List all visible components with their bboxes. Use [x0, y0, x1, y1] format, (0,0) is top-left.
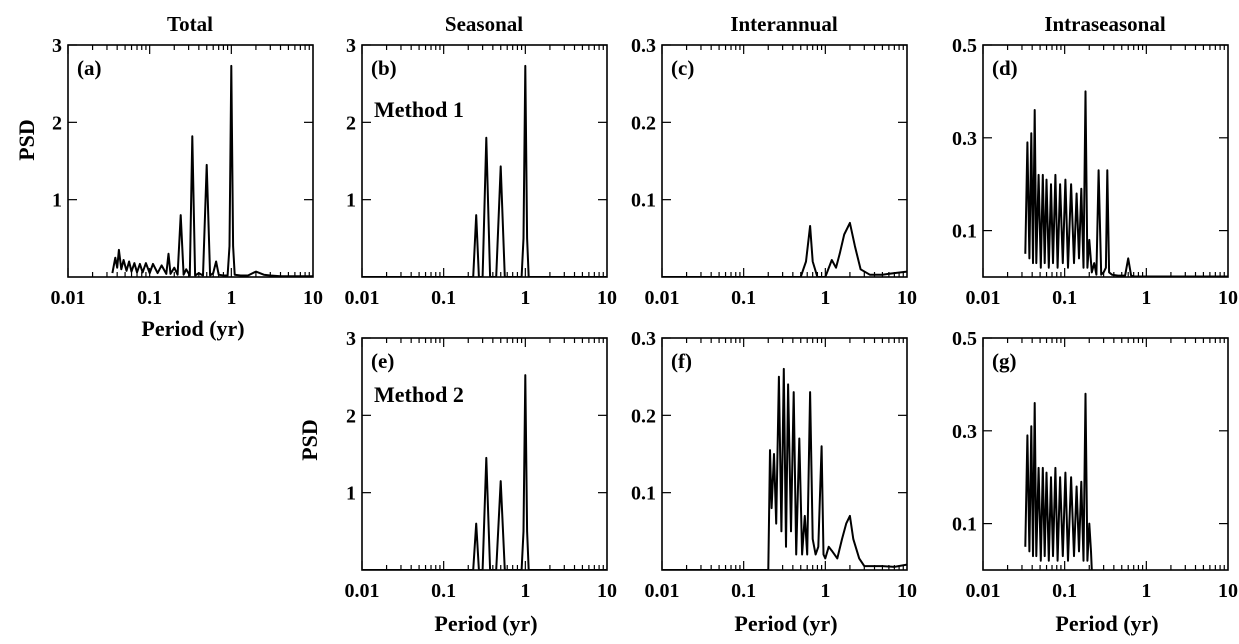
y-tick-label-d: 0.1: [952, 221, 977, 243]
y-tick-label-d: 0.3: [952, 128, 977, 150]
x-tick-label-g: 1: [1141, 580, 1151, 602]
method-label-2: Method 2: [374, 382, 464, 407]
y-tick-label-f: 0.1: [631, 483, 656, 505]
x-tick-label-c: 0.01: [645, 287, 680, 309]
y-tick-label-e: 3: [346, 328, 356, 350]
y-tick-label-a: 3: [52, 35, 62, 57]
psd-series-line-e: [362, 374, 607, 570]
x-tick-label-d: 10: [1218, 287, 1238, 309]
panel-letter-e: (e): [371, 349, 394, 373]
psd-series-line-f: [662, 367, 907, 570]
y-tick-label-c: 0.1: [631, 190, 656, 212]
y-tick-label-f: 0.3: [631, 328, 656, 350]
x-axis-label-f: Period (yr): [734, 611, 837, 636]
method-label-1: Method 1: [374, 97, 464, 122]
column-title-interannual: Interannual: [730, 12, 838, 36]
x-tick-label-g: 0.1: [1052, 580, 1077, 602]
y-axis-label-row1: PSD: [14, 119, 39, 161]
y-tick-label-f: 0.2: [631, 405, 656, 427]
y-tick-label-e: 1: [346, 483, 356, 505]
panel-letter-b: (b): [371, 56, 397, 80]
x-tick-label-f: 0.01: [645, 580, 680, 602]
x-tick-label-d: 1: [1141, 287, 1151, 309]
y-tick-label-c: 0.3: [631, 35, 656, 57]
y-tick-label-e: 2: [346, 405, 356, 427]
x-axis-label-e: Period (yr): [434, 611, 537, 636]
column-title-seasonal: Seasonal: [445, 12, 523, 36]
panel-letter-f: (f): [671, 349, 692, 373]
panel-frame-b: [361, 44, 608, 278]
x-tick-label-a: 1: [226, 287, 236, 309]
y-tick-label-a: 1: [52, 190, 62, 212]
psd-series-line-c: [662, 221, 907, 277]
column-title-total: Total: [167, 12, 213, 36]
x-tick-label-e: 1: [520, 580, 530, 602]
x-tick-label-b: 1: [520, 287, 530, 309]
x-tick-label-b: 10: [597, 287, 617, 309]
psd-series-line-d: [1024, 90, 1228, 277]
x-tick-label-e: 0.1: [431, 580, 456, 602]
psd-series-line-g: [1024, 392, 1093, 570]
y-tick-label-b: 1: [346, 190, 356, 212]
x-tick-label-f: 10: [897, 580, 917, 602]
y-tick-label-g: 0.1: [952, 514, 977, 536]
y-tick-label-d: 0.5: [952, 35, 977, 57]
y-tick-label-g: 0.5: [952, 328, 977, 350]
psd-series-line-b: [362, 64, 607, 277]
psd-series-line-a: [111, 64, 313, 277]
column-title-intraseasonal: Intraseasonal: [1044, 12, 1166, 36]
panel-letter-a: (a): [77, 56, 102, 80]
panel-frame-g: [982, 337, 1229, 571]
x-tick-label-a: 10: [303, 287, 323, 309]
y-axis-label-row2: PSD: [297, 419, 322, 461]
y-tick-label-c: 0.2: [631, 112, 656, 134]
x-tick-label-g: 0.01: [966, 580, 1001, 602]
x-tick-label-c: 10: [897, 287, 917, 309]
y-tick-label-g: 0.3: [952, 421, 977, 443]
panel-frame-f: [661, 337, 908, 571]
panel-frame-d: [982, 44, 1229, 278]
x-tick-label-a: 0.1: [137, 287, 162, 309]
panel-letter-d: (d): [992, 56, 1018, 80]
panel-letter-g: (g): [992, 349, 1017, 373]
y-tick-label-a: 2: [52, 112, 62, 134]
x-tick-label-c: 1: [820, 287, 830, 309]
panel-letter-c: (c): [671, 56, 694, 80]
x-tick-label-b: 0.1: [431, 287, 456, 309]
panel-frame-e: [361, 337, 608, 571]
x-tick-label-a: 0.01: [51, 287, 86, 309]
x-tick-label-f: 1: [820, 580, 830, 602]
x-tick-label-e: 0.01: [345, 580, 380, 602]
x-tick-label-d: 0.01: [966, 287, 1001, 309]
y-tick-label-b: 2: [346, 112, 356, 134]
x-tick-label-f: 0.1: [731, 580, 756, 602]
x-axis-label-g: Period (yr): [1055, 611, 1158, 636]
panel-frame-c: [661, 44, 908, 278]
x-tick-label-d: 0.1: [1052, 287, 1077, 309]
x-axis-label-a: Period (yr): [141, 316, 244, 341]
x-tick-label-g: 10: [1218, 580, 1238, 602]
x-tick-label-b: 0.01: [345, 287, 380, 309]
x-tick-label-e: 10: [597, 580, 617, 602]
panel-frame-a: [67, 44, 314, 278]
y-tick-label-b: 3: [346, 35, 356, 57]
x-tick-label-c: 0.1: [731, 287, 756, 309]
